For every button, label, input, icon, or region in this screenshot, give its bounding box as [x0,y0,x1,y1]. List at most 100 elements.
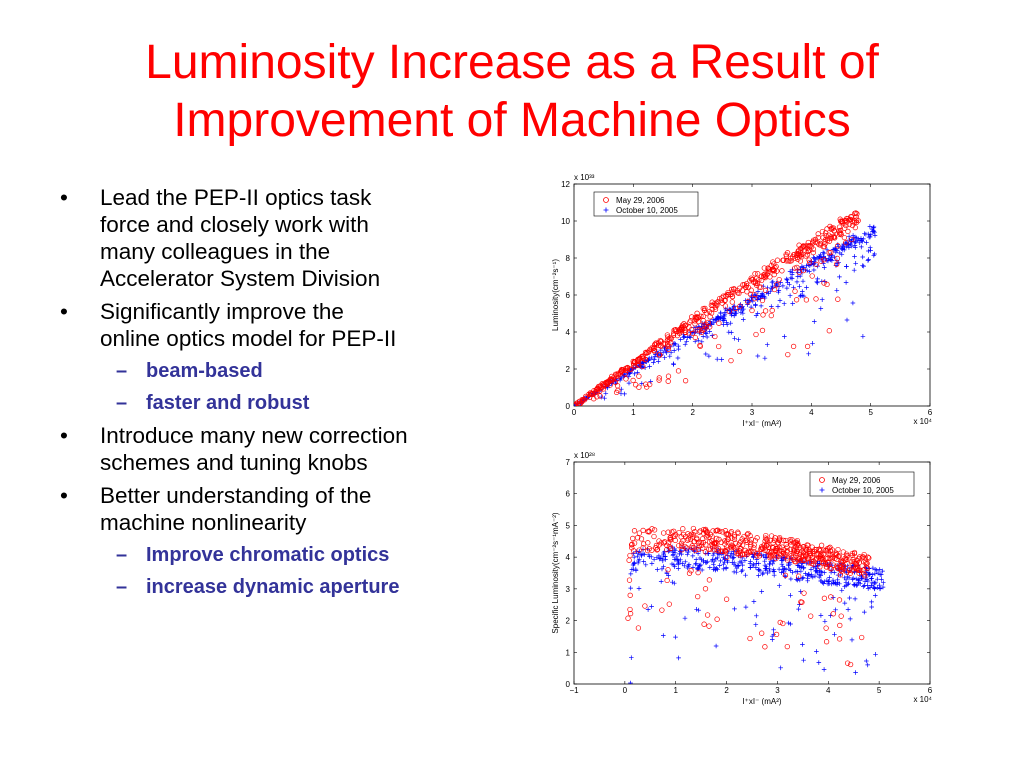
data-point-circle [665,341,671,347]
data-point-circle [707,314,713,320]
data-point-circle [694,310,700,316]
data-point-plus [872,229,877,235]
data-point-plus [867,571,873,577]
data-point-plus [738,310,744,315]
data-point-circle [627,606,633,613]
data-point-plus [818,252,823,258]
data-point-circle [680,526,686,532]
data-point-circle [780,257,787,263]
data-point-plus [701,559,706,565]
data-point-circle [716,343,722,350]
data-point-plus [850,300,856,306]
data-point-circle [724,538,730,544]
data-point-circle [697,528,703,534]
data-point-circle [714,301,720,307]
y-tick-label: 1 [566,648,571,657]
data-point-circle [675,368,682,374]
data-point-plus [671,342,677,348]
data-point-plus [779,570,784,575]
data-point-plus [768,289,773,294]
data-point-circle [665,346,672,352]
data-point-circle [676,542,682,549]
data-point-plus [700,334,706,339]
data-point-circle [742,551,748,557]
data-point-plus [787,269,793,274]
data-point-circle [731,534,738,540]
data-point-plus [680,561,685,566]
data-point-circle [662,341,668,347]
data-point-circle [779,268,785,274]
data-point-plus [867,234,873,240]
data-point-plus [806,572,812,578]
data-point-circle [712,333,718,340]
data-point-plus [827,575,832,580]
data-point-circle [672,327,678,333]
data-point-circle [784,250,791,256]
data-point-circle [744,289,750,295]
data-point-circle [701,621,707,627]
data-point-circle [744,539,750,545]
data-point-circle [631,362,637,368]
data-point-circle [762,287,769,294]
data-point-circle [801,557,807,564]
bullet-marker: • [60,423,68,448]
data-point-circle [764,536,770,542]
data-point-plus [778,665,783,671]
data-point-plus [756,573,761,578]
data-point-plus [868,232,874,237]
data-point-plus [878,572,884,577]
data-point-circle [818,542,825,548]
data-point-circle [642,356,649,363]
data-point-plus [735,563,741,568]
data-point-plus [721,561,726,567]
bullet-text-line: schemes and tuning knobs [100,450,368,475]
data-point-circle [630,377,636,384]
y-tick-label: 3 [566,585,571,594]
data-point-plus [843,240,848,246]
data-point-plus [784,277,790,283]
data-point-circle [772,535,778,541]
data-point-plus [707,565,713,570]
data-point-circle [843,222,849,229]
data-point-plus [800,278,806,284]
data-point-plus [869,576,875,581]
data-point-plus [811,564,816,570]
data-point-circle [759,630,765,636]
data-point-plus [866,248,871,254]
data-point-plus [676,346,681,352]
data-point-circle [824,226,830,232]
data-point-circle [747,291,754,297]
data-point-circle [792,288,798,294]
data-point-circle [759,327,766,334]
data-point-plus [736,337,741,342]
data-point-plus [750,563,756,569]
legend-box [593,191,699,217]
data-point-circle [819,228,826,235]
data-point-plus [705,559,710,565]
data-point-circle [703,310,710,316]
data-point-plus [819,297,825,302]
x-tick-label: 3 [750,408,755,417]
data-point-circle [751,549,757,555]
data-point-circle [767,274,773,280]
data-point-plus [711,558,717,564]
data-point-circle [838,559,844,565]
data-point-plus [844,317,850,323]
data-point-circle [729,299,735,305]
data-point-plus [748,565,753,570]
data-point-plus [834,248,840,253]
data-point-circle [594,388,601,395]
data-point-circle [698,329,705,335]
data-point-circle [833,550,839,556]
data-point-plus [807,269,812,274]
data-point-circle [800,550,807,556]
data-point-circle [644,547,651,554]
data-point-plus [722,310,728,315]
data-point-circle [625,615,631,621]
bullet-text-line: Introduce many new correction [100,423,408,448]
x-tick-label: 5 [868,408,873,417]
data-point-circle [614,383,621,389]
data-point-circle [697,342,703,349]
data-point-plus [804,285,809,290]
data-point-circle [736,290,742,297]
